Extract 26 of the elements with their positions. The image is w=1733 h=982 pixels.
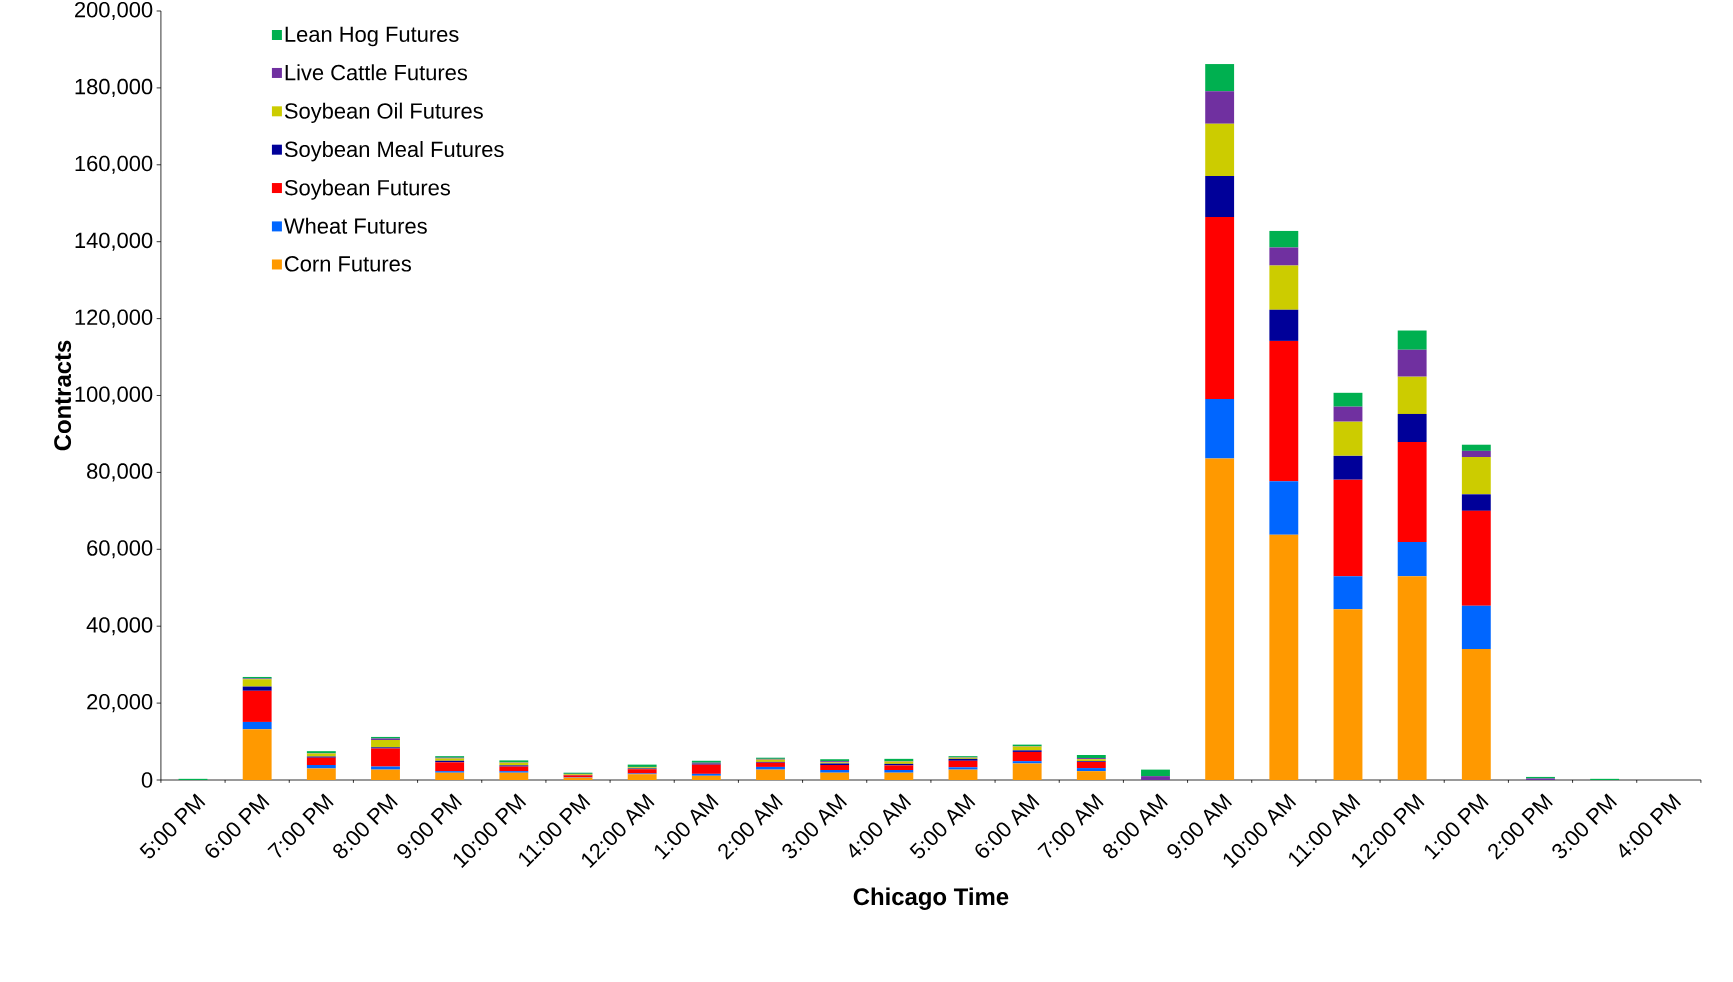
y-tick-label: 40,000 (86, 617, 153, 636)
x-tick-label: 4:00 PM (1619, 793, 1682, 858)
y-tick-label: 100,000 (75, 386, 153, 405)
legend-label: Corn Futures (285, 256, 411, 272)
x-tick-label: 8:00 PM (333, 793, 398, 859)
y-tick-label: 160,000 (75, 155, 153, 174)
legend-label: Live Cattle Futures (285, 64, 468, 81)
legend-label: Lean Hog Futures (285, 26, 459, 47)
y-tick-label: 180,000 (75, 78, 153, 97)
legend-label: Soybean Futures (284, 179, 450, 200)
legend-label: Soybean Oil Futures (284, 102, 483, 124)
y-axis-title: Contracts (54, 340, 72, 451)
y-tick-label: 60,000 (87, 540, 153, 559)
x-tick-label: 3:00 AM (782, 793, 848, 859)
y-tick-label: 80,000 (87, 463, 153, 482)
y-tick-label: 20,000 (87, 694, 153, 713)
y-tick-label: 0 (141, 772, 153, 788)
legend-label: Soybean Meal Futures (284, 140, 504, 162)
y-tick-label: 140,000 (75, 232, 153, 251)
x-tick-label: 5:00 PM (139, 793, 206, 859)
x-tick-label: 8:00 AM (1103, 793, 1168, 859)
y-tick-label: 200,000 (75, 1, 153, 21)
legend-label: Wheat Futures (284, 217, 427, 234)
y-tick-label: 120,000 (75, 309, 153, 328)
x-tick-label: 3:00 PM (1552, 793, 1618, 859)
x-axis-title: Chicago Time (853, 887, 1009, 910)
